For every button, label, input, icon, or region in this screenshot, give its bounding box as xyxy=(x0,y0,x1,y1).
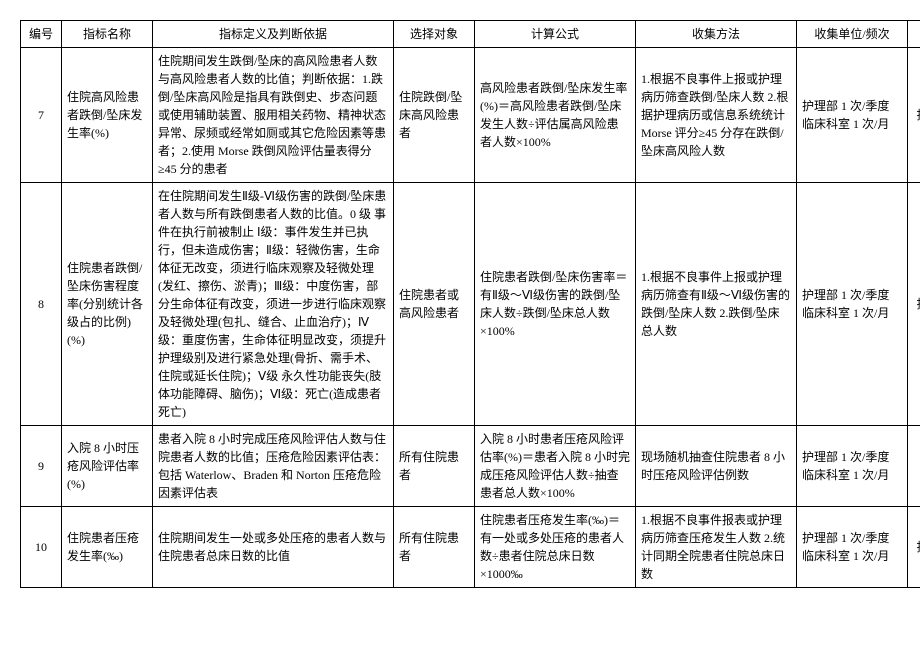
cell-obj: 住院患者或高风险患者 xyxy=(394,183,475,426)
cell-thresh: 指标下降 xyxy=(908,48,920,183)
cell-method: 1.根据不良事件报表或护理病历筛查压疮发生人数 2.统计同期全院患者住院总床日数 xyxy=(636,507,797,588)
th-obj: 选择对象 xyxy=(394,21,475,48)
cell-formula: 入院 8 小时患者压疮风险评估率(%)＝患者入院 8 小时完成压疮风险评估人数÷… xyxy=(475,426,636,507)
cell-no: 10 xyxy=(21,507,62,588)
th-def: 指标定义及判断依据 xyxy=(153,21,394,48)
cell-thresh: 100% xyxy=(908,426,920,507)
cell-unit: 护理部 1 次/季度 临床科室 1 次/月 xyxy=(797,48,908,183)
th-unit: 收集单位/频次 xyxy=(797,21,908,48)
th-name: 指标名称 xyxy=(62,21,153,48)
cell-unit: 护理部 1 次/季度 临床科室 1 次/月 xyxy=(797,426,908,507)
table-body: 7 住院高风险患者跌倒/坠床发生率(%) 住院期间发生跌倒/坠床的高风险患者人数… xyxy=(21,48,920,588)
cell-name: 入院 8 小时压疮风险评估率(%) xyxy=(62,426,153,507)
cell-no: 7 xyxy=(21,48,62,183)
table-row: 10 住院患者压疮发生率(‰) 住院期间发生一处或多处压疮的患者人数与住院患者总… xyxy=(21,507,920,588)
table-row: 7 住院高风险患者跌倒/坠床发生率(%) 住院期间发生跌倒/坠床的高风险患者人数… xyxy=(21,48,920,183)
cell-thresh: 指标下降 xyxy=(908,507,920,588)
cell-obj: 所有住院患者 xyxy=(394,426,475,507)
cell-unit: 护理部 1 次/季度 临床科室 1 次/月 xyxy=(797,183,908,426)
cell-formula: 住院患者压疮发生率(‰)＝有一处或多处压疮的患者人数÷患者住院总床日数×1000… xyxy=(475,507,636,588)
cell-name: 住院高风险患者跌倒/坠床发生率(%) xyxy=(62,48,153,183)
cell-def: 患者入院 8 小时完成压疮风险评估人数与住院患者人数的比值；压疮危险因素评估表：… xyxy=(153,426,394,507)
cell-name: 住院患者压疮发生率(‰) xyxy=(62,507,153,588)
cell-thresh: 指标下降 xyxy=(908,183,920,426)
header-row: 编号 指标名称 指标定义及判断依据 选择对象 计算公式 收集方法 收集单位/频次… xyxy=(21,21,920,48)
cell-unit: 护理部 1 次/季度 临床科室 1 次/月 xyxy=(797,507,908,588)
cell-name: 住院患者跌倒/坠床伤害程度率(分别统计各级占的比例)(%) xyxy=(62,183,153,426)
cell-def: 住院期间发生跌倒/坠床的高风险患者人数与高风险患者人数的比值；判断依据：1.跌倒… xyxy=(153,48,394,183)
cell-no: 9 xyxy=(21,426,62,507)
th-method: 收集方法 xyxy=(636,21,797,48)
table-row: 9 入院 8 小时压疮风险评估率(%) 患者入院 8 小时完成压疮风险评估人数与… xyxy=(21,426,920,507)
cell-method: 1.根据不良事件上报或护理病历筛查跌倒/坠床人数 2.根据护理病历或信息系统统计… xyxy=(636,48,797,183)
cell-method: 1.根据不良事件上报或护理病历筛查有Ⅱ级～Ⅵ级伤害的跌倒/坠床人数 2.跌倒/坠… xyxy=(636,183,797,426)
cell-def: 在住院期间发生Ⅱ级-Ⅵ级伤害的跌倒/坠床患者人数与所有跌倒患者人数的比值。0 级… xyxy=(153,183,394,426)
cell-no: 8 xyxy=(21,183,62,426)
table-row: 8 住院患者跌倒/坠床伤害程度率(分别统计各级占的比例)(%) 在住院期间发生Ⅱ… xyxy=(21,183,920,426)
th-thresh: 阈值 xyxy=(908,21,920,48)
cell-method: 现场随机抽查住院患者 8 小时压疮风险评估例数 xyxy=(636,426,797,507)
cell-obj: 住院跌倒/坠床高风险患者 xyxy=(394,48,475,183)
indicators-table: 编号 指标名称 指标定义及判断依据 选择对象 计算公式 收集方法 收集单位/频次… xyxy=(20,20,920,588)
cell-formula: 住院患者跌倒/坠床伤害率＝有Ⅱ级～Ⅵ级伤害的跌倒/坠床人数÷跌倒/坠床总人数×1… xyxy=(475,183,636,426)
th-no: 编号 xyxy=(21,21,62,48)
cell-def: 住院期间发生一处或多处压疮的患者人数与住院患者总床日数的比值 xyxy=(153,507,394,588)
th-formula: 计算公式 xyxy=(475,21,636,48)
cell-formula: 高风险患者跌倒/坠床发生率(%)＝高风险患者跌倒/坠床发生人数÷评估属高风险患者… xyxy=(475,48,636,183)
cell-obj: 所有住院患者 xyxy=(394,507,475,588)
